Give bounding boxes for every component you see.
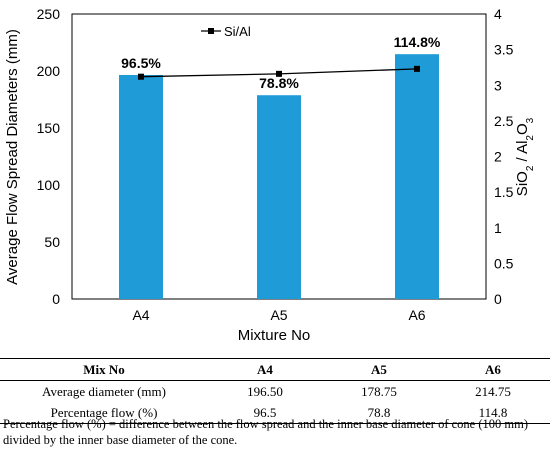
data-labels: 96.5% 78.8% 114.8% — [121, 34, 441, 91]
summary-table: Mix No A4 A5 A6 Average diameter (mm) 19… — [0, 358, 550, 424]
y2-title-sub2: 2 — [525, 135, 536, 141]
y2-title-sub3: 3 — [525, 117, 536, 123]
data-label-a5: 78.8% — [259, 75, 299, 91]
legend-label: Si/Al — [224, 24, 251, 39]
right-tick-label: 0.5 — [494, 255, 514, 271]
table-cell: Average diameter (mm) — [42, 383, 166, 399]
x-tick-label-a6: A6 — [408, 307, 425, 323]
table-cell: 214.75 — [475, 383, 511, 399]
right-tick-label: 1 — [494, 220, 502, 236]
x-axis-ticks: A4 A5 A6 — [132, 307, 425, 323]
legend: Si/Al — [201, 24, 251, 39]
table-header-cell: A6 — [436, 358, 550, 381]
right-tick-label: 0 — [494, 291, 502, 307]
table-cell: 96.5 — [208, 402, 322, 424]
left-tick-label: 200 — [37, 63, 61, 79]
table-row: Average diameter (mm) 196.50 178.75 214.… — [0, 381, 550, 403]
right-tick-label: 2 — [494, 149, 502, 165]
legend-marker — [208, 28, 214, 34]
left-tick-label: 0 — [52, 291, 60, 307]
table-cell: 196.50 — [247, 383, 283, 399]
right-tick-label: 3 — [494, 77, 502, 93]
bar-a5 — [257, 95, 301, 299]
bar-a4 — [119, 74, 163, 300]
table-cell: 78.8 — [322, 402, 436, 424]
table-footnote: Percentage flow (%) = difference between… — [3, 417, 528, 447]
left-tick-label: 50 — [44, 234, 60, 250]
left-tick-label: 150 — [37, 120, 61, 136]
combo-chart: 96.5% 78.8% 114.8% 0 50 100 150 200 250 0 0.5 1 1.… — [4, 6, 536, 344]
table-header-cell: A4 — [208, 358, 322, 381]
bar-series — [119, 54, 439, 300]
table-row: Percentage flow (%) 96.5 78.8 114.8 — [0, 402, 550, 424]
y2-title-prefix: SiO — [514, 171, 531, 196]
y-axis-title: Average Flow Spread Diameters (mm) — [4, 29, 21, 285]
x-axis-title: Mixture No — [238, 327, 311, 344]
si-al-line-series — [138, 65, 420, 80]
right-tick-label: 1.5 — [494, 184, 514, 200]
y2-title-mid: / Al — [514, 141, 531, 166]
data-label-a4: 96.5% — [121, 55, 161, 71]
si-al-point-a6 — [414, 65, 420, 72]
table-cell: 114.8 — [436, 402, 550, 424]
right-axis-ticks: 0 0.5 1 1.5 2 2.5 3 3.5 4 — [494, 6, 514, 307]
right-tick-label: 4 — [494, 6, 502, 22]
y2-axis-title: SiO2 / Al2O3 — [514, 117, 536, 196]
y2-title-after: O — [514, 123, 531, 135]
left-tick-label: 100 — [37, 177, 61, 193]
si-al-point-a4 — [138, 73, 144, 80]
left-axis-ticks: 0 50 100 150 200 250 — [37, 6, 61, 307]
table-header-cell: Mix No — [0, 358, 208, 381]
bar-a6 — [395, 54, 439, 300]
y2-title-sub1: 2 — [525, 165, 536, 171]
left-tick-label: 250 — [37, 6, 61, 22]
table-cell: Percentage flow (%) — [0, 402, 208, 424]
si-al-point-a5 — [276, 70, 282, 77]
right-tick-label: 3.5 — [494, 42, 514, 58]
table-cell: 178.75 — [361, 383, 397, 399]
table-header-cell: A5 — [322, 358, 436, 381]
x-tick-label-a5: A5 — [270, 307, 287, 323]
data-label-a6: 114.8% — [394, 34, 441, 50]
table-header-row: Mix No A4 A5 A6 — [0, 358, 550, 381]
x-tick-label-a4: A4 — [132, 307, 149, 323]
right-tick-label: 2.5 — [494, 113, 514, 129]
